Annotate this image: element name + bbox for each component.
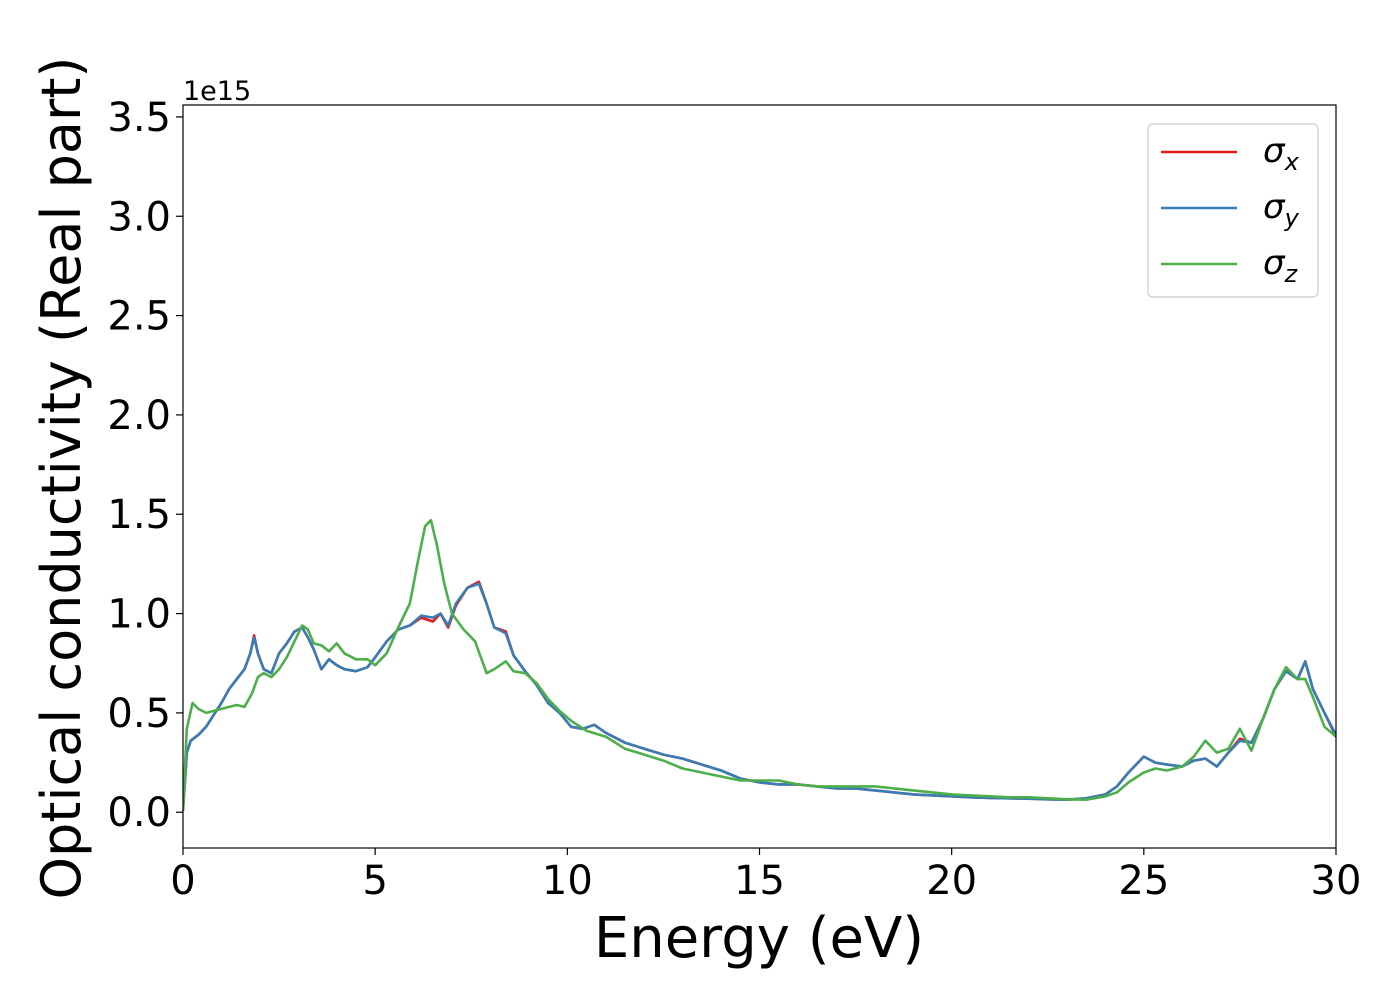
legend-label-z: σz bbox=[1263, 243, 1299, 288]
legend-label-subscript: z bbox=[1284, 260, 1299, 288]
legend-label-y: σy bbox=[1263, 187, 1300, 232]
y-tick-label: 3.5 bbox=[107, 95, 171, 141]
series-line-x bbox=[183, 580, 1336, 812]
x-tick-label: 30 bbox=[1311, 858, 1362, 904]
legend-label-base: σ bbox=[1263, 187, 1286, 227]
legend-label-base: σ bbox=[1263, 243, 1286, 283]
plot-series-group bbox=[183, 518, 1336, 812]
y-tick-label: 0.5 bbox=[107, 691, 171, 737]
legend-frame bbox=[1147, 123, 1319, 298]
x-tick-label: 10 bbox=[542, 858, 593, 904]
x-tick-label: 15 bbox=[734, 858, 785, 904]
legend-label-subscript: y bbox=[1284, 204, 1300, 232]
y-tick-label: 3.0 bbox=[107, 194, 171, 240]
x-tick-label: 25 bbox=[1118, 858, 1169, 904]
series-line-z bbox=[183, 518, 1336, 812]
series-line-y bbox=[183, 582, 1336, 812]
y-axis-offset-label: 1e15 bbox=[183, 76, 251, 107]
x-axis-label: Energy (eV) bbox=[594, 906, 924, 971]
legend-label-base: σ bbox=[1263, 131, 1286, 171]
y-tick-label: 0.0 bbox=[107, 790, 171, 836]
x-tick-label: 0 bbox=[170, 858, 195, 904]
y-tick-label: 1.0 bbox=[107, 592, 171, 638]
y-tick-label: 1.5 bbox=[107, 492, 171, 538]
y-axis-label: Optical conductivity (Real part) bbox=[30, 57, 93, 900]
y-tick-label: 2.0 bbox=[107, 393, 171, 439]
legend-label-subscript: x bbox=[1284, 148, 1300, 176]
x-tick-label: 20 bbox=[926, 858, 977, 904]
legend-label-x: σx bbox=[1263, 131, 1300, 176]
axes-group: 0 5 10 15 20 25 30 0.0 0.5 1.0 1.5 2.0 2.5 3.0 3.5 bbox=[107, 95, 1361, 904]
y-tick-label: 2.5 bbox=[107, 294, 171, 340]
x-tick-label: 5 bbox=[362, 858, 387, 904]
